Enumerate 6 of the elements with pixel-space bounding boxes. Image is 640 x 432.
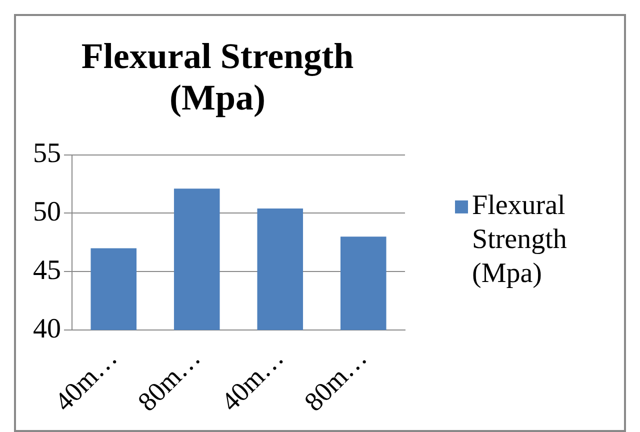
y-tick-label: 45	[33, 254, 61, 286]
y-tick-label: 50	[33, 196, 61, 228]
chart-title: Flexural Strength (Mpa)	[81, 36, 354, 118]
y-tick-label: 40	[33, 313, 61, 344]
legend-label: Flexural Strength (Mpa)	[472, 190, 567, 289]
y-tick-label: 55	[33, 138, 61, 170]
